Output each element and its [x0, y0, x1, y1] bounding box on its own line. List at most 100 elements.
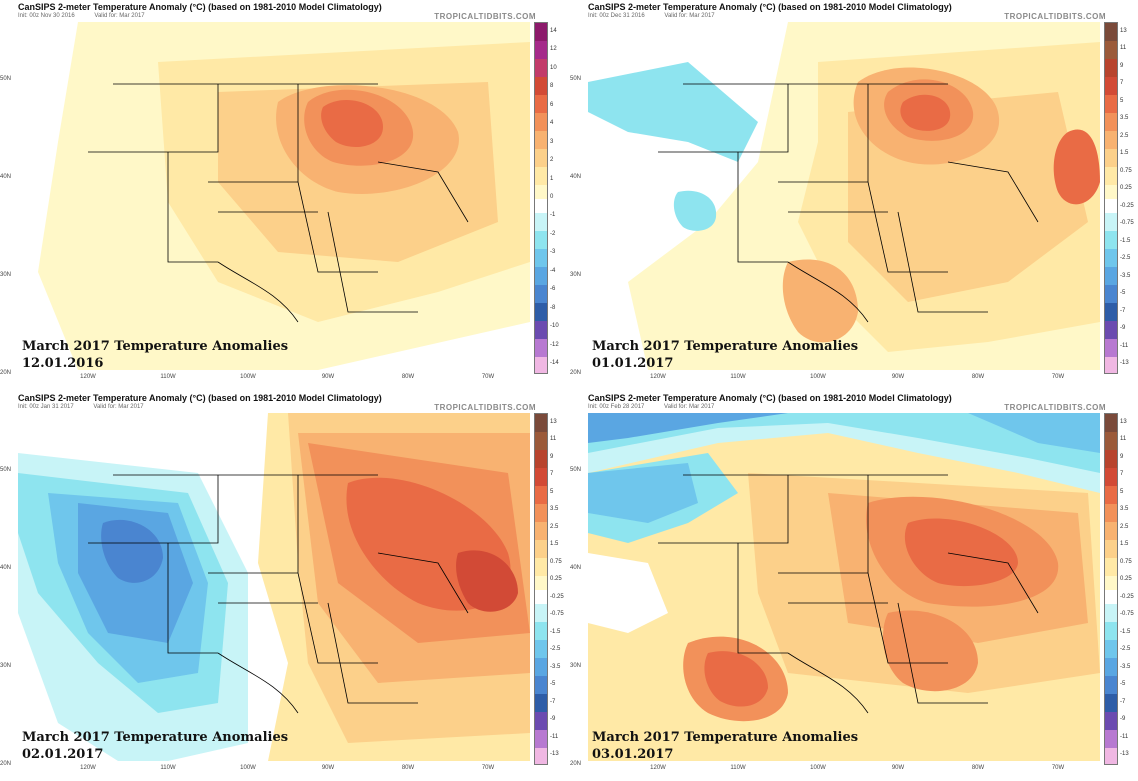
colorbar-tick-label: 5: [550, 488, 554, 495]
colorbar-tick-label: 1.5: [550, 541, 559, 548]
colorbar-svg: [1105, 414, 1117, 764]
colorbar-svg: [1105, 23, 1117, 373]
anomaly-map: [588, 22, 1100, 370]
latitude-label: 20N: [570, 370, 582, 376]
longitude-label: 80W: [971, 765, 985, 771]
colorbar-tick-label: -1.5: [1120, 628, 1131, 635]
colorbar-tick-label: -3.5: [1120, 272, 1131, 279]
map-panel-feb-2017: CanSIPS 2-meter Temperature Anomaly (°C)…: [0, 391, 566, 779]
overlay-title: March 2017 Temperature Anomalies: [22, 339, 289, 354]
overlay-date: 01.01.2017: [592, 356, 674, 371]
overlay-title: March 2017 Temperature Anomalies: [592, 339, 859, 354]
colorbar-tick-label: -11: [1120, 342, 1129, 349]
panel-subtitle: Init: 00z Jan 31 2017 Valid for: Mar 201…: [18, 404, 144, 410]
anomaly-map: [588, 413, 1100, 761]
latitude-label: 50N: [0, 467, 12, 473]
latitude-label: 40N: [0, 174, 12, 180]
colorbar-tick-label: 3.5: [1120, 115, 1129, 122]
panel-subtitle: Init: 00z Nov 30 2016 Valid for: Mar 201…: [18, 13, 145, 19]
longitude-label: 90W: [321, 765, 335, 771]
latitude-label: 40N: [570, 565, 582, 571]
latitude-label: 20N: [570, 761, 582, 767]
colorbar-tick-label: -0.75: [1120, 611, 1134, 618]
latitude-label: 50N: [570, 76, 582, 82]
longitude-label: 100W: [810, 765, 826, 771]
latitude-label: 30N: [570, 663, 582, 669]
colorbar-tick-label: 2.5: [550, 523, 559, 530]
colorbar-tick-label: -0.25: [1120, 593, 1134, 600]
colorbar-tick-label: 14: [550, 28, 557, 34]
colorbar-tick-label: -2.5: [1120, 646, 1131, 653]
colorbar-tick-label: 5: [1120, 97, 1124, 104]
colorbar-tick-label: -13: [1120, 751, 1129, 757]
colorbar-tick-label: 0.75: [1120, 167, 1132, 174]
valid-time: Valid for: Mar 2017: [664, 404, 715, 410]
longitude-label: 70W: [481, 374, 495, 380]
longitude-label: 120W: [650, 765, 666, 771]
map-panel-dec-2016: CanSIPS 2-meter Temperature Anomaly (°C)…: [0, 0, 566, 388]
longitude-label: 110W: [160, 765, 176, 771]
colorbar-tick-label: -9: [550, 716, 556, 723]
overlay-date: 12.01.2016: [22, 356, 104, 371]
anomaly-map-svg: [588, 413, 1100, 761]
colorbar-tick-label: -3: [550, 249, 556, 256]
colorbar: [1104, 413, 1118, 765]
latitude-label: 30N: [0, 663, 12, 669]
colorbar-tick-label: -9: [1120, 325, 1126, 332]
colorbar-tick-label: 11: [1120, 436, 1127, 443]
colorbar-tick-label: 13: [1120, 28, 1127, 34]
valid-time: Valid for: Mar 2017: [94, 13, 145, 19]
latitude-label: 50N: [570, 467, 582, 473]
colorbar-tick-label: 13: [1120, 419, 1127, 425]
colorbar-tick-label: -11: [550, 733, 559, 740]
colorbar-tick-label: 0.75: [550, 558, 562, 565]
longitude-label: 90W: [321, 374, 335, 380]
longitude-label: 120W: [80, 765, 96, 771]
panel-title: CanSIPS 2-meter Temperature Anomaly (°C)…: [588, 2, 952, 12]
map-panel-jan-2017: CanSIPS 2-meter Temperature Anomaly (°C)…: [570, 0, 1136, 388]
longitude-label: 100W: [240, 374, 256, 380]
colorbar-tick-label: -12: [550, 341, 559, 348]
longitude-label: 80W: [401, 374, 415, 380]
latitude-label: 30N: [570, 272, 582, 278]
longitude-label: 120W: [80, 374, 96, 380]
colorbar-tick-label: -7: [1120, 698, 1126, 705]
anomaly-map: [18, 413, 530, 761]
anomaly-map-svg: [18, 22, 530, 370]
colorbar-tick-label: 12: [550, 46, 557, 53]
valid-time: Valid for: Mar 2017: [664, 13, 715, 19]
colorbar-tick-label: -6: [550, 286, 556, 293]
colorbar-tick-label: -1.5: [550, 628, 561, 635]
colorbar-tick-label: 8: [550, 83, 554, 90]
longitude-label: 120W: [650, 374, 666, 380]
panel-subtitle: Init: 00z Dec 31 2016 Valid for: Mar 201…: [588, 13, 715, 19]
colorbar-tick-label: -9: [1120, 716, 1126, 723]
longitude-label: 110W: [730, 374, 746, 380]
init-time: Init: 00z Feb 28 2017: [588, 404, 645, 410]
overlay-date: 03.01.2017: [592, 747, 674, 762]
colorbar-tick-label: 3.5: [550, 506, 559, 513]
longitude-label: 90W: [891, 765, 905, 771]
latitude-label: 40N: [0, 565, 12, 571]
colorbar-svg: [535, 414, 547, 764]
colorbar-tick-label: -3.5: [1120, 663, 1131, 670]
colorbar-tick-label: 9: [550, 453, 554, 460]
colorbar-tick-label: 2.5: [1120, 523, 1129, 530]
colorbar-tick-label: 3: [550, 138, 554, 145]
longitude-label: 100W: [810, 374, 826, 380]
colorbar-tick-label: 5: [1120, 488, 1124, 495]
panel-title: CanSIPS 2-meter Temperature Anomaly (°C)…: [18, 393, 382, 403]
overlay-title: March 2017 Temperature Anomalies: [592, 730, 859, 745]
colorbar-tick-label: -11: [1120, 733, 1129, 740]
colorbar-tick-label: 0.25: [550, 576, 562, 583]
colorbar-tick-label: 0: [550, 194, 554, 200]
colorbar-tick-label: -0.75: [550, 611, 564, 618]
overlay-caption: March 2017 Temperature Anomalies 02.01.2…: [22, 729, 288, 763]
panel-title: CanSIPS 2-meter Temperature Anomaly (°C)…: [18, 2, 382, 12]
colorbar-tick-label: -13: [1120, 360, 1129, 366]
longitude-label: 100W: [240, 765, 256, 771]
colorbar-tick-label: -2.5: [1120, 255, 1131, 262]
colorbar-tick-label: -0.25: [1120, 202, 1134, 209]
brand-watermark: TROPICALTIDBITS.COM: [434, 12, 536, 21]
colorbar-tick-label: -10: [550, 323, 559, 330]
